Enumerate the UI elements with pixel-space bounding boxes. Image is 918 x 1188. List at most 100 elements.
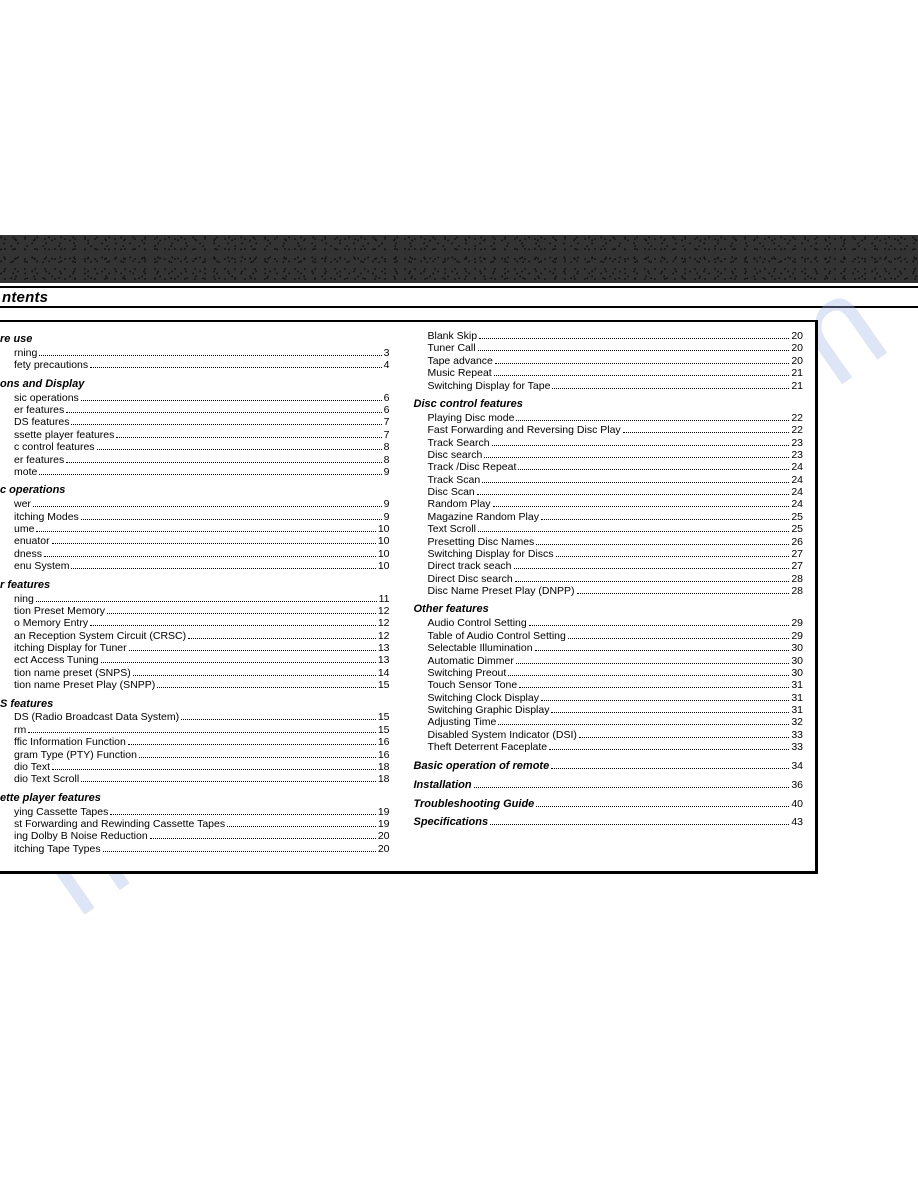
dot-leader [536, 538, 789, 545]
toc-entry-label: rning [14, 347, 37, 359]
toc-entry-page: 36 [791, 779, 803, 791]
toc-entry-page: 13 [378, 654, 390, 666]
toc-entry: gram Type (PTY) Function16 [0, 749, 390, 761]
toc-entry: Fast Forwarding and Reversing Disc Play2… [414, 424, 804, 436]
toc-entry-label: ning [14, 593, 34, 605]
toc-entry-page: 25 [791, 523, 803, 535]
toc-entry-label: itching Tape Types [14, 843, 101, 855]
dot-leader [478, 345, 790, 352]
toc-entry: st Forwarding and Rewinding Cassette Tap… [0, 818, 390, 830]
dot-leader [36, 595, 377, 602]
toc-section: Other featuresAudio Control Setting29Tab… [414, 603, 804, 753]
dot-leader [478, 525, 789, 532]
toc-entry-label: st Forwarding and Rewinding Cassette Tap… [14, 818, 225, 830]
dot-leader [110, 808, 375, 815]
dot-leader [508, 669, 789, 676]
dot-leader [107, 607, 376, 614]
toc-entry-label: Disc search [428, 449, 483, 461]
toc-section: ons and Displaysic operations6er feature… [0, 378, 390, 479]
toc-entry: Random Play24 [414, 498, 804, 510]
toc-entry-page: 15 [378, 679, 390, 691]
dot-leader [577, 587, 790, 594]
toc-entry-page: 22 [791, 412, 803, 424]
toc-entry-page: 4 [384, 359, 390, 371]
toc-entry: Disc Name Preset Play (DNPP)28 [414, 585, 804, 597]
toc-entry: ffic Information Function16 [0, 736, 390, 748]
toc-entry: tion name preset (SNPS)14 [0, 667, 390, 679]
toc-entry-label: ssette player features [14, 429, 114, 441]
dot-leader [129, 644, 376, 651]
toc-entry: Magazine Random Play25 [414, 511, 804, 523]
dot-leader [28, 726, 376, 733]
dot-leader [535, 644, 790, 651]
toc-entry-page: 29 [791, 617, 803, 629]
dot-leader [495, 357, 789, 364]
toc-entry-page: 9 [384, 466, 390, 478]
toc-entry: Disc Scan24 [414, 486, 804, 498]
toc-entry: Switching Display for Discs27 [414, 548, 804, 560]
toc-entry-label: rm [14, 724, 26, 736]
toc-section-title: re use [0, 333, 390, 346]
toc-entry-label: Tuner Call [428, 342, 476, 354]
toc-column-left: re userning3fety precautions4ons and Dis… [0, 330, 390, 861]
toc-entry-label: dio Text [14, 761, 50, 773]
toc-entry: Switching Graphic Display 31 [414, 704, 804, 716]
toc-entry-page: 27 [791, 548, 803, 560]
toc-entry-page: 26 [791, 536, 803, 548]
toc-entry-label: er features [14, 454, 64, 466]
toc-entry-label: Text Scroll [428, 523, 476, 535]
dot-leader [188, 632, 376, 639]
toc-entry: fety precautions4 [0, 359, 390, 371]
toc-entry: itching Tape Types20 [0, 843, 390, 855]
toc-entry: dness10 [0, 548, 390, 560]
toc-entry-page: 24 [791, 461, 803, 473]
dot-leader [227, 820, 376, 827]
toc-entry: Direct track seach27 [414, 560, 804, 572]
toc-entry-page: 31 [791, 704, 803, 716]
toc-entry-label: Switching Graphic Display [428, 704, 550, 716]
toc-entry-label: mote [14, 466, 37, 478]
toc-entry-page: 31 [791, 692, 803, 704]
dot-leader [579, 731, 789, 738]
toc-section: S featuresDS (Radio Broadcast Data Syste… [0, 698, 390, 786]
toc-entry-page: 30 [791, 655, 803, 667]
toc-entry-page: 18 [378, 773, 390, 785]
toc-entry: ect Access Tuning13 [0, 654, 390, 666]
toc-entry-page: 19 [378, 806, 390, 818]
page-title: ntents [0, 288, 918, 308]
toc-entry-page: 43 [791, 816, 803, 828]
toc-entry-page: 21 [791, 380, 803, 392]
dot-leader [157, 681, 376, 688]
contents-box: re userning3fety precautions4ons and Dis… [0, 320, 818, 874]
dot-leader [479, 332, 789, 339]
toc-entry-label: ffic Information Function [14, 736, 126, 748]
toc-entry-page: 33 [791, 729, 803, 741]
toc-entry-page: 10 [378, 523, 390, 535]
toc-entry: Direct Disc search28 [414, 573, 804, 585]
toc-entry-page: 12 [378, 605, 390, 617]
toc-entry: Switching Preout30 [414, 667, 804, 679]
toc-entry-page: 9 [384, 498, 390, 510]
toc-entry-page: 15 [378, 724, 390, 736]
toc-entry: dio Text Scroll18 [0, 773, 390, 785]
dot-leader [516, 657, 789, 664]
toc-entry-page: 21 [791, 367, 803, 379]
toc-entry-label: Direct Disc search [428, 573, 513, 585]
dot-leader [33, 501, 382, 508]
dot-leader [498, 719, 789, 726]
toc-entry-label: Touch Sensor Tone [428, 679, 518, 691]
toc-entry: Track Scan24 [414, 474, 804, 486]
toc-entry-page: 23 [791, 449, 803, 461]
toc-entry-page: 14 [378, 667, 390, 679]
toc-entry-label: Table of Audio Control Setting [428, 630, 566, 642]
toc-entry-page: 7 [384, 429, 390, 441]
dot-leader [44, 550, 376, 557]
toc-entry: Track Search23 [414, 437, 804, 449]
dot-leader [181, 714, 376, 721]
dot-leader [66, 456, 381, 463]
toc-entry: Presetting Disc Names26 [414, 536, 804, 548]
toc-entry: er features6 [0, 404, 390, 416]
toc-section-title: c operations [0, 484, 390, 497]
dot-leader [493, 501, 790, 508]
toc-entry: itching Display for Tuner13 [0, 642, 390, 654]
